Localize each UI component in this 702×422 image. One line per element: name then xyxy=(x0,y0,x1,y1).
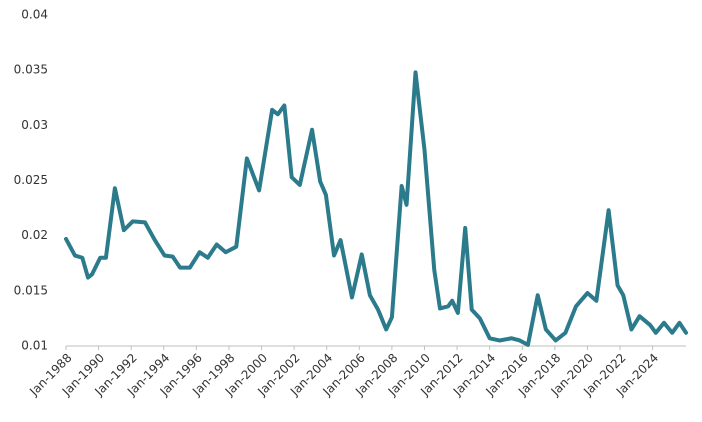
y-tick-label: 0.01 xyxy=(21,339,48,353)
y-tick-label: 0.04 xyxy=(21,8,48,22)
y-tick-label: 0.03 xyxy=(21,118,48,132)
line-series xyxy=(64,70,688,347)
y-tick-label: 0.02 xyxy=(21,228,48,242)
y-tick-label: 0.035 xyxy=(14,63,48,77)
y-tick-label: 0.015 xyxy=(14,283,48,297)
y-tick-label: 0.025 xyxy=(14,173,48,187)
